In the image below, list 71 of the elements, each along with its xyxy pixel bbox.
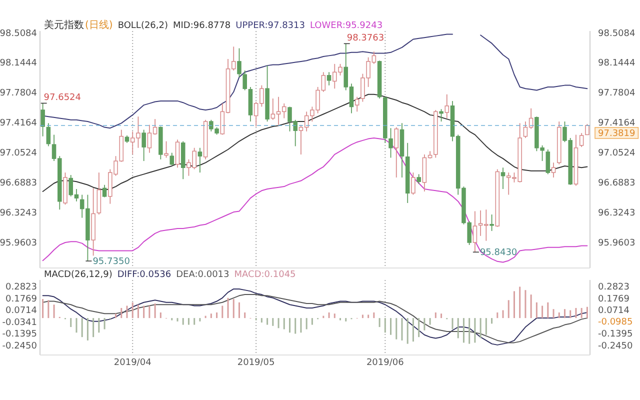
y-tick-label: 97.4164	[0, 118, 38, 129]
candlestick	[394, 126, 399, 178]
x-tick-label: 2019/06	[366, 358, 404, 368]
y-tick-label: 97.0524	[0, 148, 38, 159]
x-tick-label: 2019/05	[237, 358, 275, 368]
y-tick-label: 0.1769	[6, 294, 38, 304]
y2-tick-label: -0.1395	[598, 330, 633, 340]
x-tick-label: 2019/04	[114, 358, 152, 368]
y-tick-label: -0.2450	[2, 341, 38, 352]
candlestick	[46, 122, 51, 147]
candlestick	[416, 174, 421, 185]
candlestick	[472, 210, 478, 253]
y-tick-label: 0.0714	[6, 306, 38, 316]
y2-tick-label: 98.5084	[598, 28, 636, 39]
annotation: 95.7350	[92, 257, 130, 268]
candlestick	[411, 172, 416, 196]
candlestick	[96, 172, 102, 215]
y2-tick-label: 0.1769	[598, 294, 630, 304]
line-series	[42, 137, 588, 263]
chart-subtitle: (日线)	[85, 19, 113, 31]
ref-line-label: 97.3819	[598, 128, 636, 139]
candlestick	[175, 139, 180, 168]
candlestick	[142, 129, 146, 162]
y2-tick-label: -0.2450	[598, 341, 634, 352]
y2-tick-label: 96.6883	[598, 178, 636, 189]
candlestick	[579, 132, 584, 148]
y-tick-label: 98.1444	[0, 58, 38, 69]
text: UPPER:97.8313	[236, 21, 305, 31]
y-tick-label: -0.0341	[2, 318, 37, 328]
candlestick	[170, 152, 174, 166]
legend-title: MACD(26,12,9)	[44, 270, 112, 280]
candlestick	[237, 48, 242, 78]
y2-tick-label: 0.2823	[598, 282, 630, 292]
candlestick	[546, 149, 550, 175]
candlestick	[102, 184, 107, 198]
candlestick	[354, 96, 360, 112]
candlestick	[551, 162, 556, 178]
y2-tick-label: 0.0714	[598, 306, 630, 316]
text: DEA:0.0013	[176, 270, 230, 280]
candlestick	[388, 128, 393, 158]
y2-tick-label: 96.3243	[598, 208, 636, 219]
y-tick-label: 97.7804	[0, 88, 38, 99]
text: LOWER:95.9243	[310, 21, 383, 31]
chart-title: 美元指数	[44, 19, 84, 31]
candlestick	[500, 167, 506, 190]
y-tick-label: 96.3243	[0, 208, 37, 219]
candlestick	[585, 124, 590, 136]
legend-title: BOLL(26,2)	[118, 21, 168, 31]
y2-tick-label: 95.9603	[598, 238, 636, 248]
y-tick-label: 95.9603	[0, 238, 37, 248]
y-tick-label: -0.1395	[2, 330, 37, 340]
annotation: 97.6524	[44, 93, 82, 104]
candlestick	[242, 70, 247, 91]
candlestick	[444, 94, 450, 119]
text: MID:96.8778	[173, 21, 231, 31]
y2-tick-label: 98.1444	[598, 58, 636, 69]
y-tick-label: 0.2823	[6, 282, 37, 292]
text: MACD:0.1045	[234, 270, 296, 280]
candlestick	[198, 147, 202, 173]
y-tick-label: 98.5084	[0, 28, 38, 39]
candlestick	[439, 108, 444, 122]
text: DIFF:0.0536	[117, 270, 172, 280]
text: -0.0985	[598, 318, 633, 328]
y2-tick-label: 97.0524	[598, 148, 636, 159]
y2-tick-label: 97.7804	[598, 88, 636, 99]
y-tick-label: 96.6883	[0, 178, 37, 189]
y2-tick-label: 97.4164	[598, 118, 636, 129]
annotation: 98.3763	[346, 34, 384, 44]
candlestick	[490, 214, 494, 232]
candlestick	[164, 140, 168, 158]
candlestick	[326, 72, 332, 86]
